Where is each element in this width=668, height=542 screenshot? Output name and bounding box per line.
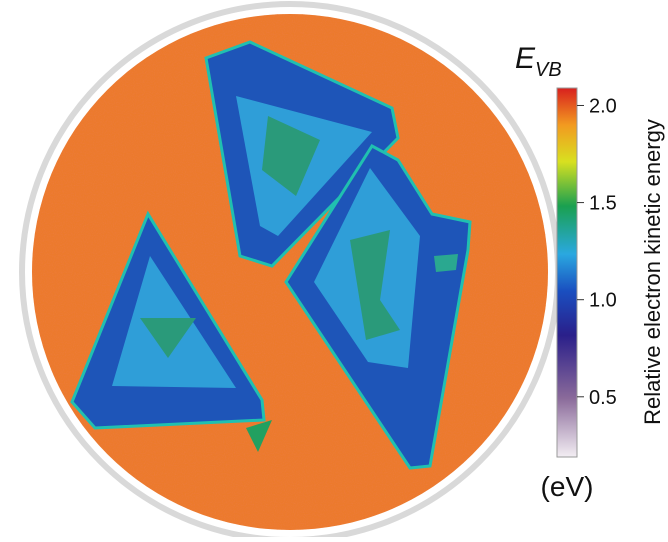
colorbar-ticks: 0.5 1.0 1.5 2.0	[577, 95, 617, 408]
colorbar-label: Relative electron kinetic energy	[640, 119, 665, 425]
title-sub: VB	[535, 59, 562, 81]
figure: EVB Relative electron kinetic energy (eV…	[0, 0, 668, 537]
energy-map	[20, 4, 560, 537]
colorbar-title: EVB	[515, 42, 562, 81]
colorbar	[557, 88, 577, 457]
title-main: E	[515, 42, 536, 75]
tick-label: 0.5	[589, 387, 617, 409]
tick-label: 2.0	[589, 95, 617, 117]
unit-label: (eV)	[541, 471, 594, 502]
tick-label: 1.0	[589, 290, 617, 312]
tick-label: 1.5	[589, 193, 617, 215]
